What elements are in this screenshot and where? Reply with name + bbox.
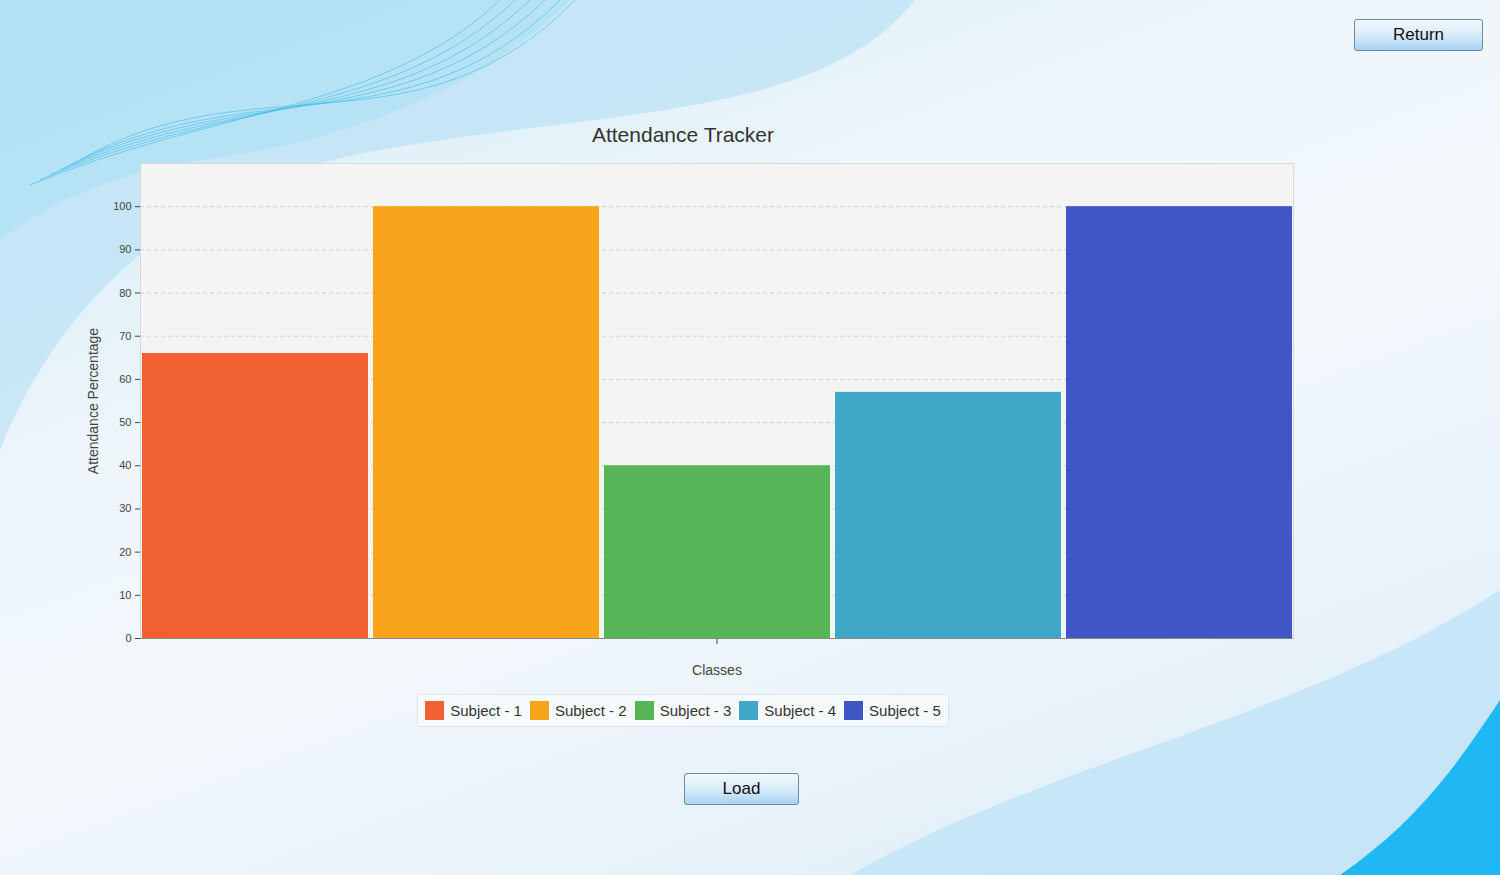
html-text:Return: Return [1393,25,1444,44]
svg-text:30: 30 [119,502,131,514]
svg-text:90: 90 [119,243,131,255]
svg-text:Classes: Classes [692,662,742,678]
svg-text:Attendance Percentage: Attendance Percentage [85,328,101,475]
svg-text:50: 50 [119,416,131,428]
html-text:Subject - 5: Subject - 5 [869,702,941,719]
svg-text:10: 10 [119,589,131,601]
html-text:Subject - 4: Subject - 4 [764,702,837,719]
svg-text:40: 40 [119,459,131,471]
html-text:Subject - 3: Subject - 3 [659,702,732,719]
svg-text:0: 0 [125,632,131,644]
html-text:Subject - 1: Subject - 1 [450,702,522,719]
html-text:Load: Load [722,779,761,798]
html-text:Subject - 2: Subject - 2 [554,702,627,719]
svg-text:80: 80 [119,287,131,299]
html-text:Attendance Tracker: Attendance Tracker [591,123,774,146]
svg-text:20: 20 [119,546,131,558]
svg-text:70: 70 [119,330,131,342]
svg-text:60: 60 [119,373,131,385]
svg-text:100: 100 [113,200,131,212]
